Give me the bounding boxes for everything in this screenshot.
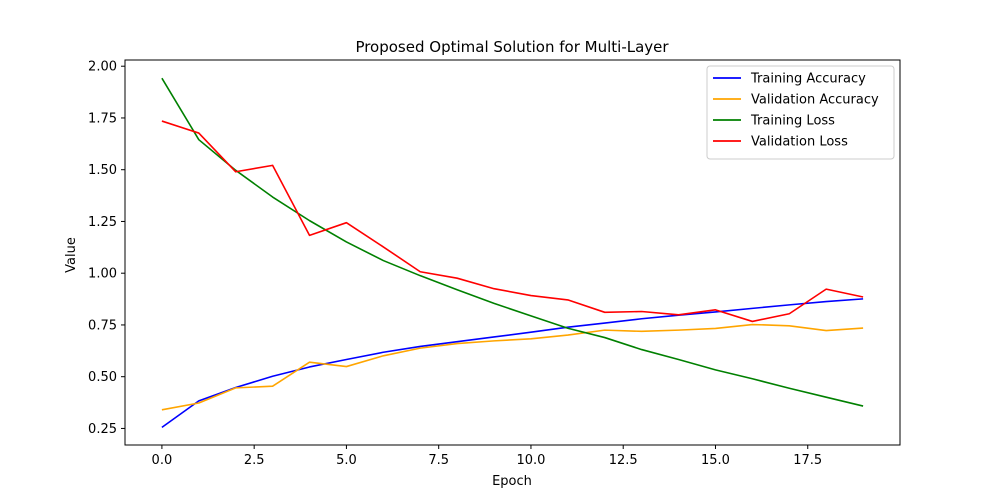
y-tick-label: 1.00 <box>88 267 117 282</box>
y-tick-label: 1.25 <box>88 215 117 230</box>
y-tick-label: 1.75 <box>88 111 117 126</box>
x-tick-label: 15.0 <box>701 453 730 468</box>
legend-label-validation-loss: Validation Loss <box>751 135 848 150</box>
y-tick-label: 1.50 <box>88 163 117 178</box>
x-tick-label: 2.5 <box>244 453 265 468</box>
chart-title: Proposed Optimal Solution for Multi-Laye… <box>355 38 669 56</box>
y-tick-label: 0.25 <box>88 422 117 437</box>
y-tick-label: 0.75 <box>88 318 117 333</box>
x-tick-label: 10.0 <box>516 453 545 468</box>
x-tick-label: 12.5 <box>609 453 638 468</box>
legend-label-training-loss: Training Loss <box>750 114 835 129</box>
x-tick-label: 5.0 <box>336 453 357 468</box>
y-tick-label: 2.00 <box>88 60 117 75</box>
x-axis-ticks: 0.0 2.5 5.0 7.5 10.0 12.5 15.0 17.5 <box>152 445 822 468</box>
y-tick-label: 0.50 <box>88 370 117 385</box>
series-line-validation-accuracy <box>161 323 864 411</box>
legend: Training Accuracy Validation Accuracy Trai… <box>706 65 895 160</box>
y-axis-label: Value <box>64 237 79 273</box>
plot-frame <box>124 59 901 446</box>
x-tick-label: 7.5 <box>428 453 449 468</box>
legend-label-training-accuracy: Training Accuracy <box>750 72 866 87</box>
x-tick-label: 17.5 <box>793 453 822 468</box>
x-tick-label: 0.0 <box>152 453 173 468</box>
legend-label-validation-accuracy: Validation Accuracy <box>751 93 879 108</box>
y-axis-ticks: 0.25 0.50 0.75 1.00 1.25 1.50 1.75 2.00 <box>88 60 125 437</box>
legend-box <box>706 65 895 160</box>
x-axis-label: Epoch <box>492 474 532 489</box>
series-line-training-accuracy <box>161 298 864 429</box>
series-line-training-loss <box>161 77 864 407</box>
series-line-validation-loss <box>161 120 864 323</box>
series-layer <box>161 77 864 429</box>
